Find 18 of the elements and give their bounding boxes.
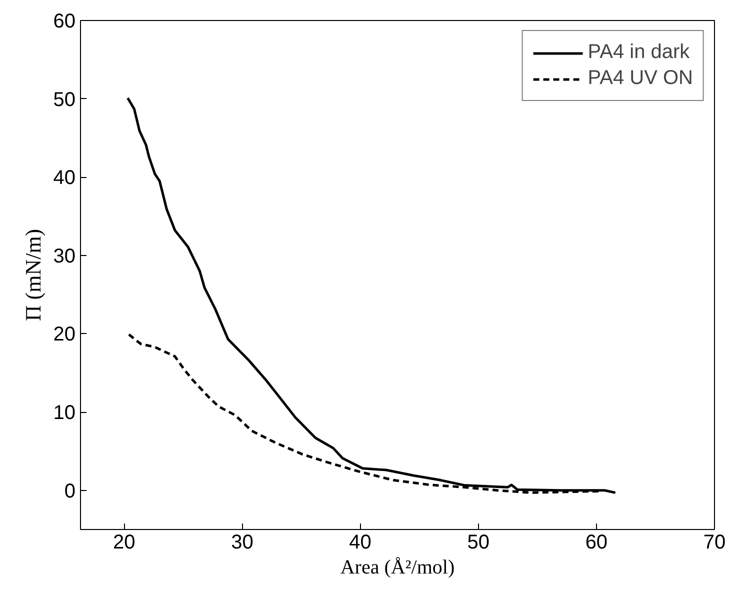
x-tick-label: 30 bbox=[231, 532, 254, 554]
y-tick-label: 50 bbox=[53, 88, 76, 111]
x-tick-label: 60 bbox=[585, 532, 608, 554]
x-tick-label: 40 bbox=[349, 532, 372, 554]
y-tick-label: 30 bbox=[53, 245, 76, 268]
legend-label: PA4 in dark bbox=[588, 41, 690, 64]
line-series bbox=[126, 96, 617, 494]
y-tick-label: 40 bbox=[53, 167, 76, 190]
y-axis-title: Π (mN/m) bbox=[20, 228, 46, 322]
legend-label: PA4 UV ON bbox=[588, 67, 693, 90]
y-tick-label: 0 bbox=[64, 480, 76, 502]
x-tick-label: 70 bbox=[703, 532, 726, 554]
y-tick-label: 10 bbox=[53, 402, 76, 424]
y-tick-label: 20 bbox=[53, 324, 76, 346]
x-axis-title: Area (Å²/mol) bbox=[340, 556, 455, 578]
x-tick-label: 50 bbox=[467, 532, 490, 554]
x-tick-label: 20 bbox=[113, 532, 136, 554]
y-tick-label: 60 bbox=[53, 10, 76, 32]
